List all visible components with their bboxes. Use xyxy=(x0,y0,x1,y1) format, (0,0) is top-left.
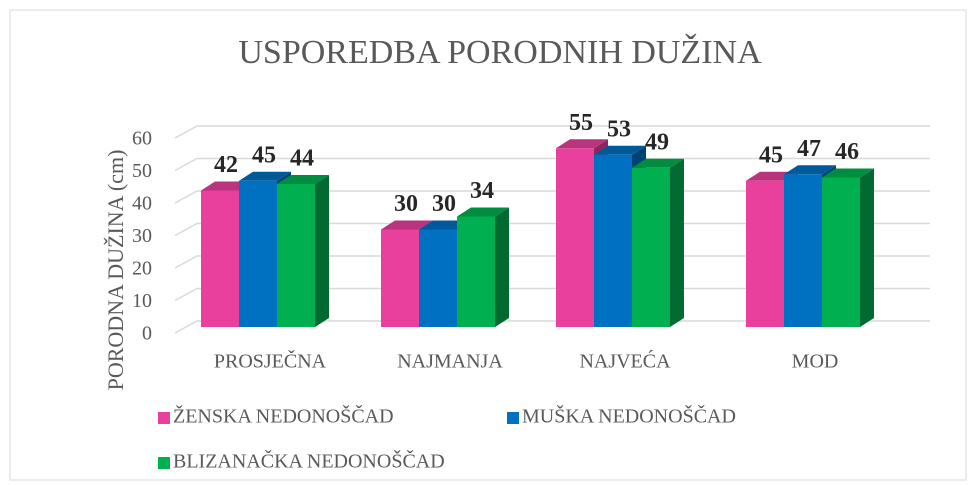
bar-top xyxy=(556,139,608,149)
data-label: 49 xyxy=(645,129,669,155)
bar-top xyxy=(594,145,646,155)
bar xyxy=(746,180,784,327)
data-label: 30 xyxy=(432,191,456,217)
bar xyxy=(556,148,594,327)
data-label: 45 xyxy=(252,142,276,168)
legend-swatch xyxy=(507,412,519,424)
y-tick-label: 10 xyxy=(132,290,152,312)
bar xyxy=(457,216,495,327)
bar-side xyxy=(860,168,874,327)
bar xyxy=(784,174,822,327)
data-label: 47 xyxy=(797,136,821,162)
bar-side xyxy=(495,207,509,327)
y-axis-label: PORODNA DUŽINA (cm) xyxy=(103,150,128,391)
bar xyxy=(632,167,670,327)
bar-top xyxy=(822,168,874,178)
legend-label: ŽENSKA NEDONOŠČAD xyxy=(173,404,394,428)
data-label: 46 xyxy=(835,139,859,165)
legend-label: MUŠKA NEDONOŠČAD xyxy=(522,404,736,428)
x-tick-label: NAJMANJA xyxy=(397,351,503,373)
bar-top xyxy=(381,220,433,230)
bar-top xyxy=(239,171,291,181)
grid-line xyxy=(174,125,930,139)
data-label: 53 xyxy=(607,116,631,142)
chart-title: USPOREDBA PORODNIH DUŽINA xyxy=(238,34,762,71)
y-tick-label: 0 xyxy=(142,323,152,345)
y-tick-label: 50 xyxy=(132,160,152,182)
data-label: 44 xyxy=(290,146,314,172)
y-tick-label: 20 xyxy=(132,258,152,280)
bar-top xyxy=(632,158,684,168)
data-label: 45 xyxy=(759,142,783,168)
bar-side xyxy=(670,158,684,327)
x-tick-label: NAJVEĆA xyxy=(579,349,671,373)
grid-line xyxy=(174,287,930,302)
bar-top xyxy=(457,207,509,217)
grid-line xyxy=(174,222,930,237)
legend-swatch xyxy=(158,457,170,469)
y-tick-label: 60 xyxy=(132,128,152,150)
x-tick-label: MOD xyxy=(792,351,839,373)
data-label: 42 xyxy=(214,152,238,178)
x-tick-label: PROSJEČNA xyxy=(214,349,327,373)
bar xyxy=(822,177,860,327)
bar-side xyxy=(315,175,329,327)
bar xyxy=(419,229,457,327)
bar-top xyxy=(277,175,329,184)
grid-line xyxy=(174,255,930,269)
bar xyxy=(277,184,315,327)
grid-line xyxy=(174,320,930,334)
bar xyxy=(201,190,239,327)
legend-swatch xyxy=(158,412,170,424)
y-tick-label: 30 xyxy=(132,225,152,247)
bar xyxy=(239,180,277,327)
data-label: 30 xyxy=(394,191,418,217)
legend-label: BLIZANAČKA NEDONOŠČAD xyxy=(173,449,445,473)
bar-top xyxy=(784,165,836,175)
y-tick-label: 40 xyxy=(132,193,152,215)
data-label: 34 xyxy=(470,178,494,204)
grid-line xyxy=(174,157,930,172)
grid-line xyxy=(174,190,930,204)
bar xyxy=(594,154,632,327)
data-label: 55 xyxy=(569,110,593,136)
bar xyxy=(381,229,419,327)
